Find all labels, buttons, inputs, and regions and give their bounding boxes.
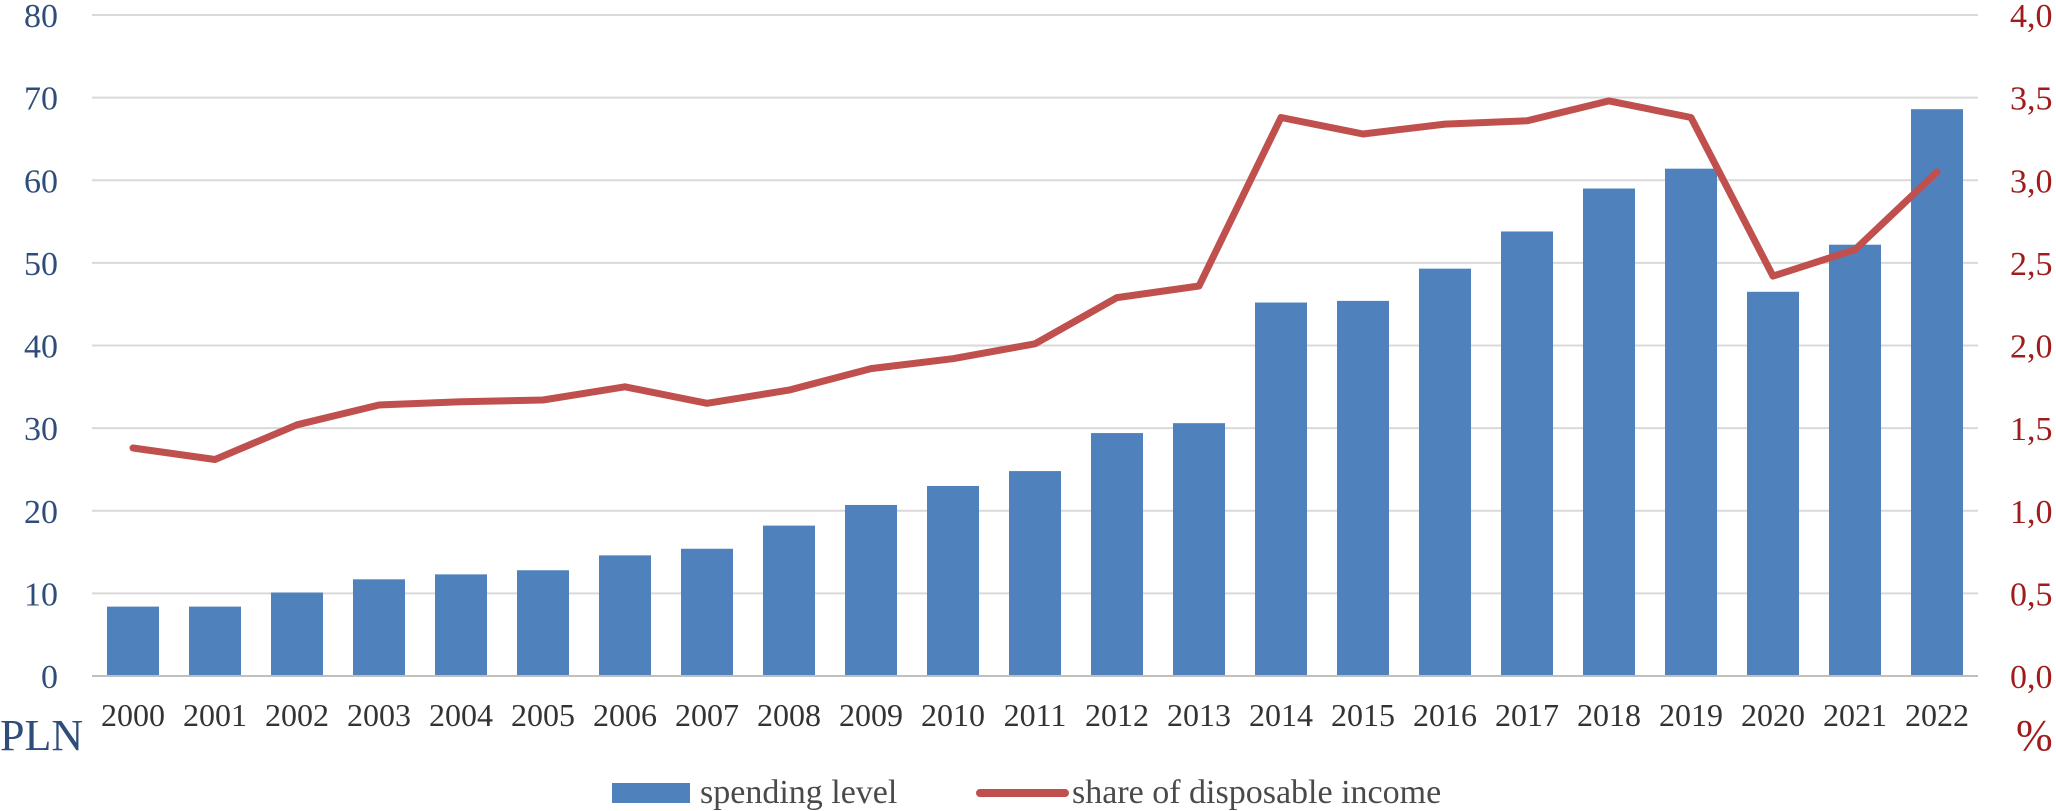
- line-point-2010: [952, 358, 954, 360]
- bar-2012: [1091, 433, 1143, 676]
- x-axis-tick-label: 2000: [101, 697, 165, 733]
- bar-2013: [1173, 423, 1225, 676]
- line-point-2009: [870, 368, 872, 370]
- line-point-2000: [132, 447, 134, 449]
- legend-label-spending-level: spending level: [700, 774, 897, 811]
- x-axis-tick-label: 2004: [429, 697, 493, 733]
- right-axis-tick-label: 0,5: [2010, 576, 2053, 613]
- bar-2006: [599, 555, 651, 676]
- x-axis-tick-label: 2015: [1331, 697, 1395, 733]
- left-axis-tick-label: 60: [24, 163, 58, 200]
- left-axis-unit-label: PLN: [0, 711, 83, 760]
- bar-2014: [1255, 302, 1307, 676]
- line-point-2018: [1608, 100, 1610, 102]
- left-axis-tick-label: 10: [24, 576, 58, 613]
- line-point-2019: [1690, 116, 1692, 118]
- left-axis-tick-label: 50: [24, 246, 58, 283]
- x-axis-tick-label: 2020: [1741, 697, 1805, 733]
- bar-2009: [845, 504, 897, 676]
- bar-2016: [1419, 268, 1471, 676]
- x-axis-tick-label: 2003: [347, 697, 411, 733]
- right-axis-tick-label: 4,0: [2010, 0, 2053, 35]
- x-axis-tick-label: 2014: [1249, 697, 1313, 733]
- x-axis-tick-label: 2002: [265, 697, 329, 733]
- bar-2004: [435, 574, 487, 676]
- x-axis-tick-label: 2007: [675, 697, 739, 733]
- axes: 0 10 20 30 40 50 60 70 80 0,0 0,5 1,0 1,5 2,0 2,5 3,0 3,…: [24, 0, 2053, 733]
- legend: spending level share of disposable incom…: [612, 774, 1441, 811]
- line-series-share-of-disposable-income: [129, 97, 1941, 463]
- line-point-2003: [378, 404, 380, 406]
- bar-series-spending-level: [107, 109, 1963, 677]
- line-point-2015: [1362, 133, 1364, 135]
- line-point-2022: [1936, 171, 1938, 173]
- line-point-2007: [706, 402, 708, 404]
- left-axis-tick-label: 70: [24, 81, 58, 118]
- line-point-2011: [1034, 343, 1036, 345]
- bar-2011: [1009, 471, 1061, 676]
- right-axis-tick-label: 1,5: [2010, 411, 2053, 448]
- line-point-2004: [460, 401, 462, 403]
- line-point-2017: [1526, 120, 1528, 122]
- x-axis-tick-label: 2016: [1413, 697, 1477, 733]
- x-axis-tick-label: 2001: [183, 697, 247, 733]
- line-point-2006: [624, 386, 626, 388]
- right-axis-tick-label: 2,0: [2010, 329, 2053, 366]
- bar-2002: [271, 592, 323, 676]
- left-axis-tick-label: 0: [41, 659, 58, 696]
- right-axis-tick-label: 3,0: [2010, 163, 2053, 200]
- bar-2007: [681, 548, 733, 676]
- bar-2005: [517, 570, 569, 676]
- line-point-2014: [1280, 116, 1282, 118]
- bar-2015: [1337, 300, 1389, 676]
- bar-2010: [927, 485, 979, 676]
- bar-2003: [353, 579, 405, 676]
- x-axis-tick-label: 2018: [1577, 697, 1641, 733]
- right-axis-tick-label: 2,5: [2010, 246, 2053, 283]
- left-axis-tick-label: 30: [24, 411, 58, 448]
- left-axis-tick-label: 40: [24, 329, 58, 366]
- x-axis-tick-label: 2013: [1167, 697, 1231, 733]
- line-point-2005: [542, 399, 544, 401]
- bar-2001: [189, 606, 241, 676]
- right-axis-tick-label: 0,0: [2010, 659, 2053, 696]
- bar-2018: [1583, 188, 1635, 676]
- x-axis-tick-label: 2009: [839, 697, 903, 733]
- line-point-2008: [788, 389, 790, 391]
- left-axis-tick-label: 20: [24, 494, 58, 531]
- x-axis-tick-label: 2011: [1004, 697, 1067, 733]
- legend-swatch-spending-level: [612, 783, 690, 803]
- line-point-2013: [1198, 285, 1200, 287]
- bar-2020: [1747, 291, 1799, 676]
- bar-2000: [107, 606, 159, 676]
- bar-2022: [1911, 109, 1963, 676]
- left-axis-tick-label: 80: [24, 0, 58, 35]
- line-point-2012: [1116, 297, 1118, 299]
- line-point-2021: [1854, 249, 1856, 251]
- x-axis-tick-label: 2005: [511, 697, 575, 733]
- x-axis-tick-label: 2022: [1905, 697, 1969, 733]
- x-axis-tick-label: 2019: [1659, 697, 1723, 733]
- right-axis-tick-label: 1,0: [2010, 494, 2053, 531]
- line-point-2016: [1444, 123, 1446, 125]
- bar-2017: [1501, 231, 1553, 677]
- x-axis-tick-label: 2017: [1495, 697, 1559, 733]
- right-axis-tick-label: 3,5: [2010, 81, 2053, 118]
- x-axis-tick-label: 2012: [1085, 697, 1149, 733]
- x-axis-tick-label: 2010: [921, 697, 985, 733]
- bar-2008: [763, 525, 815, 676]
- x-axis-tick-label: 2008: [757, 697, 821, 733]
- bar-2021: [1829, 244, 1881, 676]
- right-axis-unit-label: %: [2016, 711, 2053, 760]
- line-point-2001: [214, 459, 216, 461]
- line-point-2020: [1772, 275, 1774, 277]
- x-axis-tick-label: 2021: [1823, 697, 1887, 733]
- x-axis-tick-label: 2006: [593, 697, 657, 733]
- legend-label-share-of-disposable-income: share of disposable income: [1072, 774, 1441, 811]
- line-point-2002: [296, 424, 298, 426]
- bar-2019: [1665, 168, 1717, 676]
